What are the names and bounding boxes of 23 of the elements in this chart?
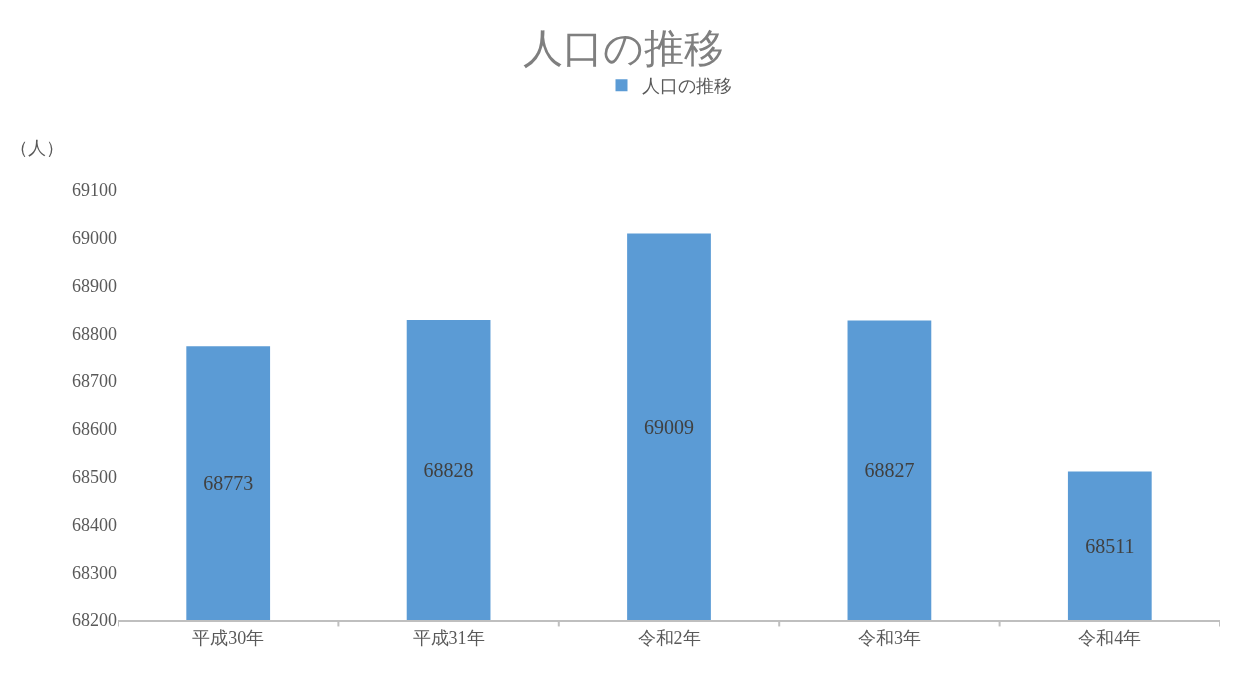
y-tick-label: 68200: [72, 610, 117, 631]
y-tick-label: 69000: [72, 228, 117, 249]
y-tick-label: 68500: [72, 466, 117, 487]
y-tick-label: 68300: [72, 562, 117, 583]
y-tick-label: 68600: [72, 419, 117, 440]
x-tick-label: 令和3年: [857, 627, 921, 648]
data-label: 69009: [644, 415, 694, 438]
y-tick-label: 68900: [72, 275, 117, 296]
data-label: 68511: [1085, 534, 1135, 557]
y-tick-label: 68700: [72, 371, 117, 392]
x-tick-label: 令和2年: [637, 627, 701, 648]
y-axis-title: （人）: [10, 138, 64, 158]
y-tick-label: 68800: [72, 323, 117, 344]
data-label: 68828: [423, 458, 474, 481]
y-tick-label: 68400: [72, 514, 117, 535]
chart-title: 人口の推移: [523, 25, 724, 71]
y-tick-label: 69100: [72, 180, 117, 201]
legend-label: 人口の推移: [641, 76, 732, 97]
x-tick-label: 平成30年: [192, 627, 265, 648]
x-tick-label: 平成31年: [412, 627, 485, 648]
data-label: 68827: [864, 459, 915, 482]
data-label: 68773: [203, 472, 254, 495]
x-tick-label: 令和4年: [1078, 627, 1142, 648]
